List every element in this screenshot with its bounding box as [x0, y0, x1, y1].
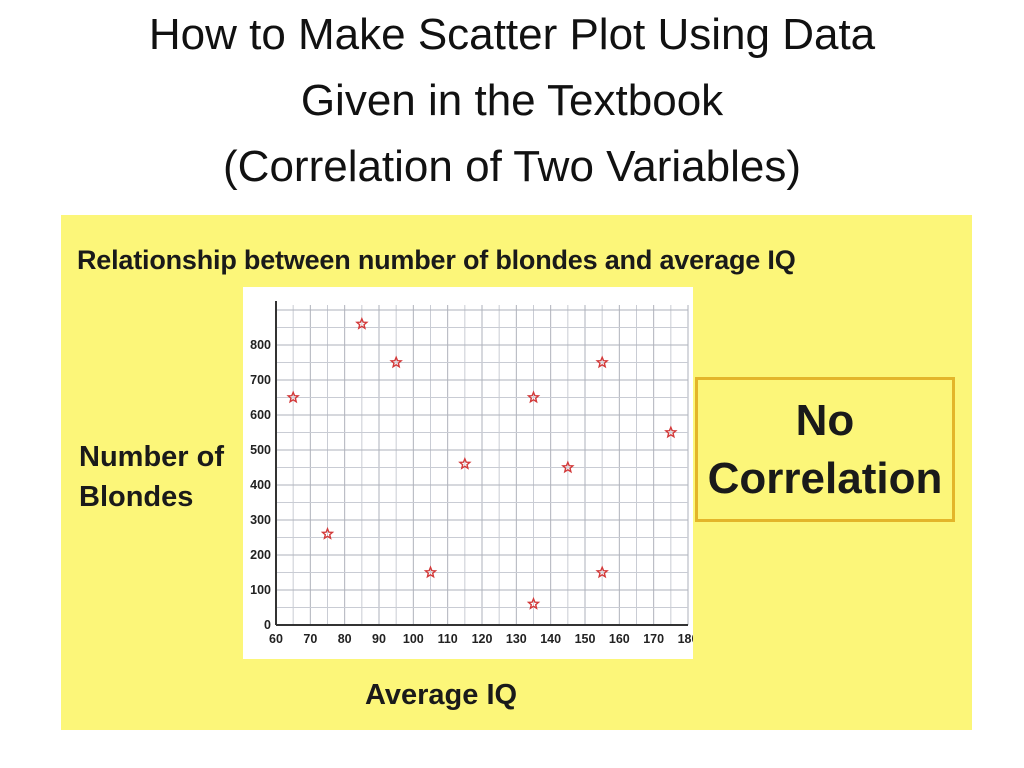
data-point [526, 390, 541, 404]
x-tick-label: 60 [269, 632, 283, 646]
data-point [355, 316, 369, 330]
y-axis-label: Number of Blondes [79, 441, 224, 513]
y-tick-label: 100 [250, 583, 271, 597]
y-tick-label: 700 [250, 373, 271, 387]
annotation-line-1: No [795, 395, 855, 445]
y-tick-label: 800 [250, 338, 271, 352]
data-point [320, 526, 335, 540]
x-tick-label: 170 [643, 632, 664, 646]
x-tick-label: 100 [403, 632, 424, 646]
x-tick-label: 110 [438, 632, 458, 646]
data-point [664, 425, 678, 439]
grid [275, 305, 689, 626]
data-point [595, 355, 609, 369]
x-tick-label: 90 [372, 632, 386, 646]
x-tick-label: 180 [678, 632, 693, 646]
slide-title-line-1: How to Make Scatter Plot Using Data [148, 10, 876, 59]
data-point [423, 565, 438, 579]
x-tick-label: 80 [338, 632, 352, 646]
annotation-text: No Correlation [708, 392, 943, 508]
x-tick-label: 160 [609, 632, 630, 646]
x-tick-label: 120 [472, 632, 493, 646]
data-point [526, 596, 541, 610]
y-tick-label: 200 [250, 548, 271, 562]
data-point [595, 565, 609, 579]
y-tick-label: 300 [250, 513, 271, 527]
slide-title-line-3: (Correlation of Two Variables) [223, 142, 801, 191]
data-point [286, 390, 300, 404]
annotation-line-2: Correlation [707, 453, 943, 503]
x-tick-label: 130 [506, 632, 527, 646]
x-tick-label: 70 [303, 632, 317, 646]
chart-title: Relationship between number of blondes a… [77, 245, 796, 275]
slide-title-line-2: Given in the Textbook [300, 76, 724, 125]
x-axis-label: Average IQ [365, 679, 518, 711]
data-point [561, 460, 575, 474]
slide-title: How to Make Scatter Plot Using Data Give… [0, 2, 1024, 200]
y-tick-label: 400 [250, 478, 271, 492]
annotation-box: No Correlation [695, 377, 955, 522]
scatter-plot: 0 100 200 300 400 500 600 700 800 60 70 80 90 100 110 1… [250, 301, 693, 646]
plot-panel: 0 100 200 300 400 500 600 700 800 60 70 80 90 100 110 1… [243, 287, 693, 659]
x-tick-label: 140 [540, 632, 561, 646]
x-tick-label: 150 [575, 632, 596, 646]
y-tick-label: 500 [250, 443, 271, 457]
chart-figure: Relationship between number of blondes a… [61, 215, 972, 730]
y-tick-label: 0 [264, 618, 271, 632]
data-point [389, 355, 403, 369]
data-point [458, 456, 472, 470]
y-tick-label: 600 [250, 408, 271, 422]
